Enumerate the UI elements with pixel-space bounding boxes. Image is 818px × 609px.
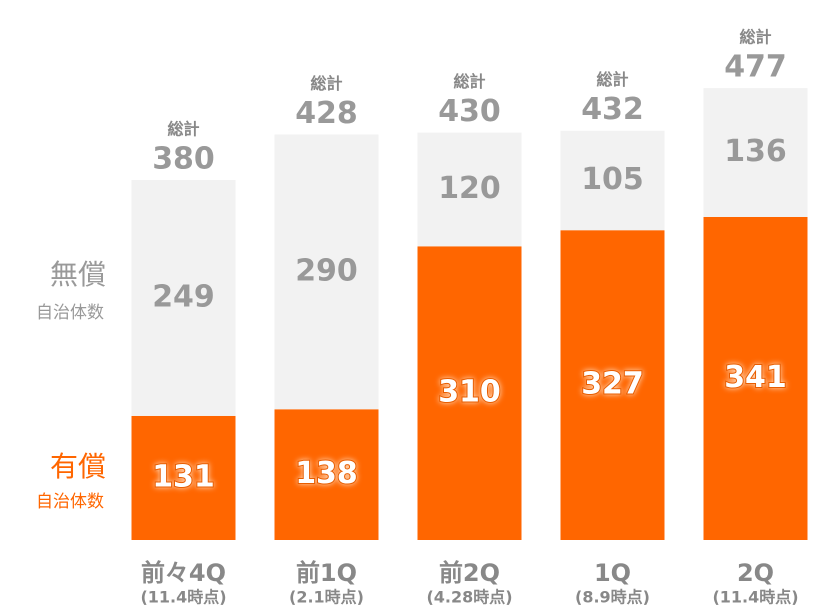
x-tick-note: (2.1時点): [289, 588, 364, 607]
total-caption: 総計: [310, 74, 342, 93]
bar-segment: [560, 230, 665, 541]
bar-segment: [703, 88, 808, 217]
total-label: 477: [724, 50, 787, 85]
value-label: 105: [581, 162, 644, 197]
legend-label: 有償: [50, 450, 106, 483]
bar-segment: [417, 132, 522, 247]
bar-segment: [131, 180, 236, 416]
bar-segment: [417, 246, 522, 540]
total-caption: 総計: [596, 70, 628, 89]
total-label: 428: [295, 96, 358, 131]
legend-label: 無償: [50, 258, 106, 291]
value-label: 249: [152, 279, 215, 314]
x-tick-label: 2Q: [737, 559, 774, 587]
total-label: 432: [581, 92, 644, 127]
bar-segment: [560, 130, 665, 231]
bar-segment: [274, 409, 379, 540]
bar-segment: [131, 415, 236, 540]
total-label: 430: [438, 94, 501, 129]
legend-sublabel: 自治体数: [36, 492, 104, 512]
x-tick-label: 前々4Q: [141, 559, 226, 587]
bar-segment: [274, 134, 379, 410]
bar-segment: [703, 216, 808, 540]
value-label: 120: [438, 171, 501, 206]
x-tick-note: (11.4時点): [140, 588, 226, 607]
total-label: 380: [152, 142, 215, 177]
value-label: 136: [724, 134, 787, 169]
x-tick-note: (11.4時点): [712, 588, 798, 607]
x-tick-label: 1Q: [594, 559, 631, 587]
x-tick-note: (8.9時点): [575, 588, 650, 607]
value-label: 341: [724, 360, 787, 395]
total-caption: 総計: [739, 28, 771, 47]
value-label: 138: [295, 456, 358, 491]
x-tick-note: (4.28時点): [426, 588, 512, 607]
value-label: 131: [152, 459, 215, 494]
value-label: 310: [438, 375, 501, 410]
total-caption: 総計: [453, 72, 485, 91]
x-tick-label: 前1Q: [296, 559, 357, 587]
x-tick-label: 前2Q: [439, 559, 500, 587]
value-label: 290: [295, 253, 358, 288]
value-label: 327: [581, 367, 644, 402]
total-caption: 総計: [167, 120, 199, 139]
legend-sublabel: 自治体数: [36, 303, 104, 323]
